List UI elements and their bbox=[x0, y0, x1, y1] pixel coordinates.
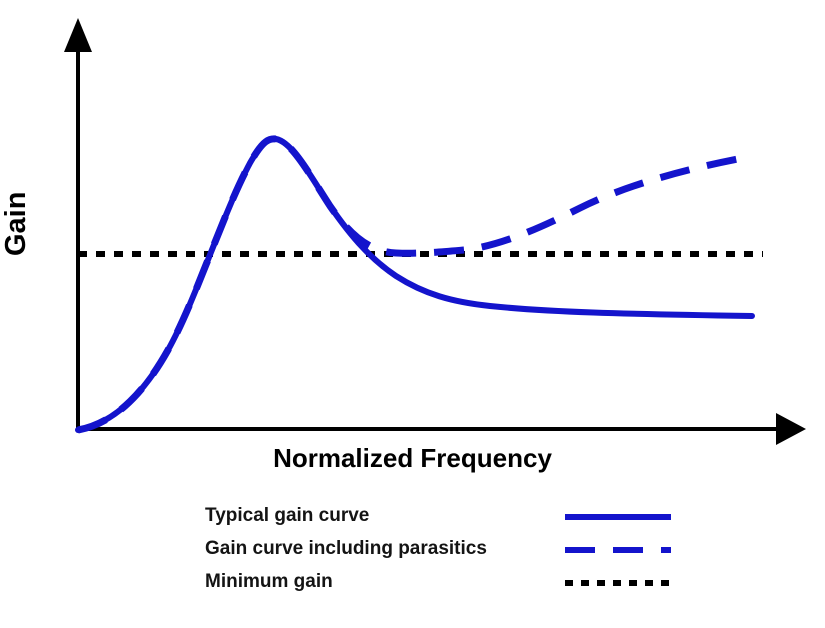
chart-legend: Typical gain curve Gain curve including … bbox=[205, 503, 675, 602]
legend-label-minimum-gain: Minimum gain bbox=[205, 571, 333, 592]
legend-label-typical-gain-curve: Typical gain curve bbox=[205, 505, 370, 526]
legend-row-typical-gain-curve: Typical gain curve bbox=[205, 503, 675, 536]
typical-gain-curve bbox=[75, 135, 755, 433]
legend-label-gain-curve-including-parasitics: Gain curve including parasitics bbox=[205, 538, 487, 559]
y-axis-label: Gain bbox=[0, 191, 32, 256]
x-axis-label: Normalized Frequency bbox=[273, 443, 552, 473]
legend-sample-dashed-blue bbox=[565, 547, 671, 553]
legend-row-gain-curve-including-parasitics: Gain curve including parasitics bbox=[205, 536, 675, 569]
x-axis-arrowhead bbox=[776, 413, 806, 445]
legend-sample-solid-blue bbox=[565, 514, 671, 520]
y-axis-arrowhead bbox=[64, 18, 92, 52]
legend-sample-dotted-black bbox=[565, 580, 671, 586]
legend-row-minimum-gain: Minimum gain bbox=[205, 569, 675, 602]
